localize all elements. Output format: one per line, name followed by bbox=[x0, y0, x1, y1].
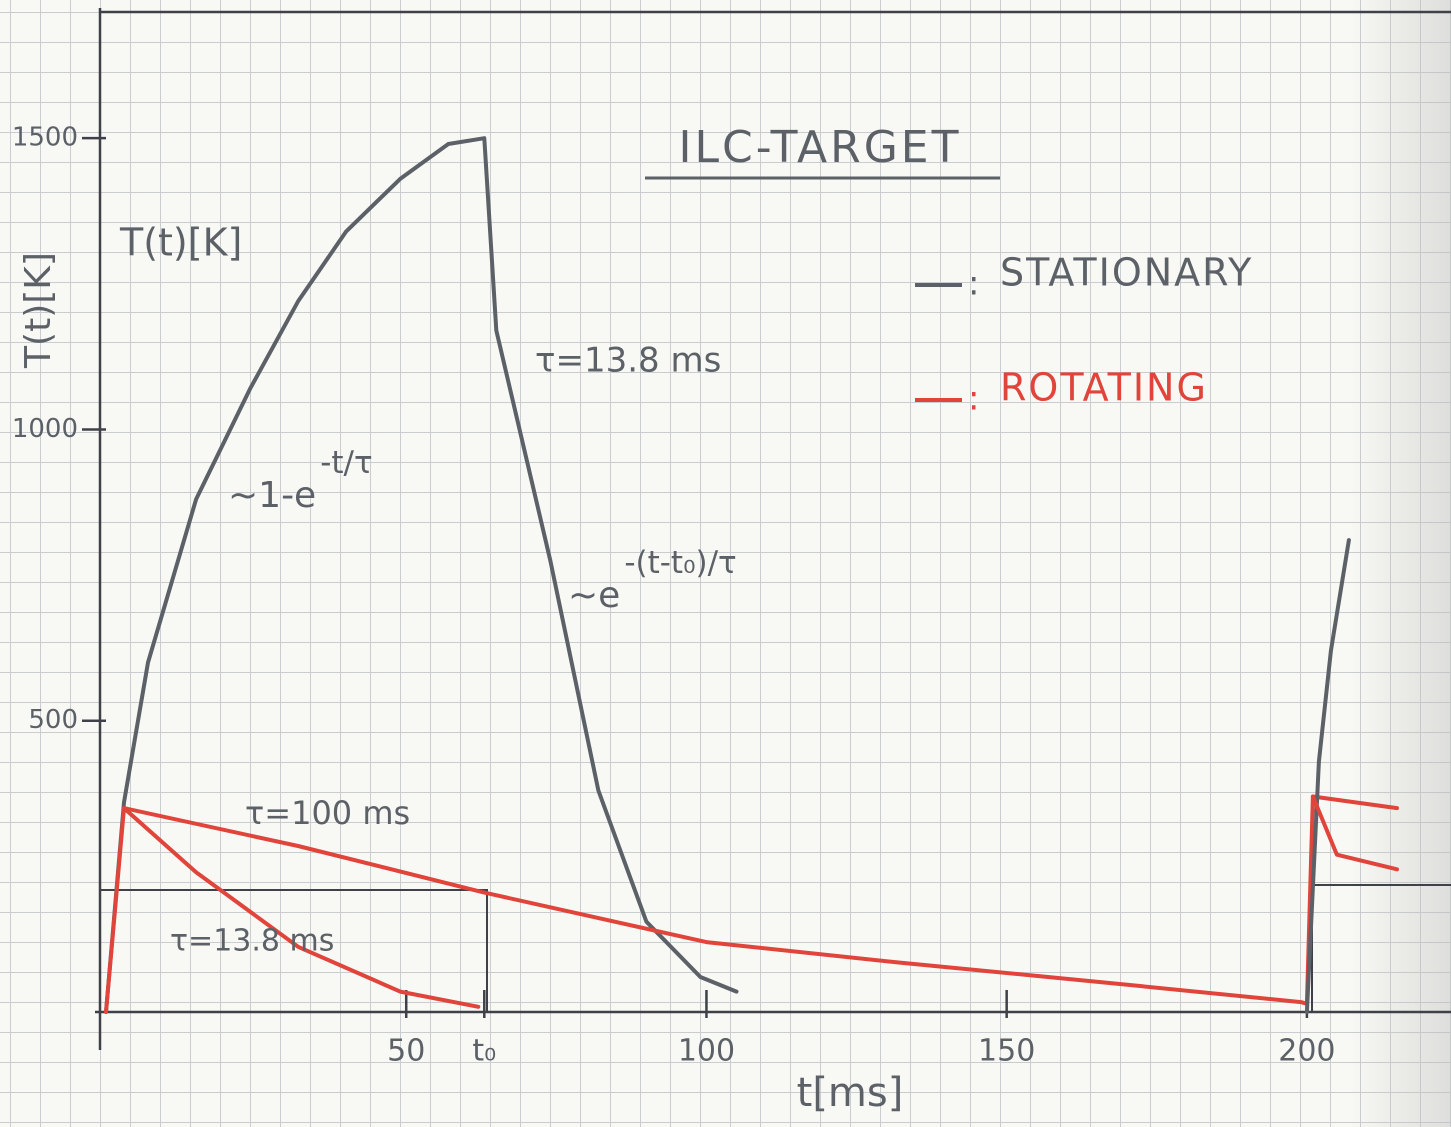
annotation: τ=13.8 ms bbox=[170, 924, 334, 959]
annotation-exponent: -t/τ bbox=[320, 445, 372, 481]
x-tick-label: 50 bbox=[387, 1034, 425, 1069]
x-tick-label: 150 bbox=[978, 1034, 1035, 1069]
y-tick-label: 500 bbox=[28, 705, 78, 735]
annotation: τ=100 ms bbox=[245, 794, 410, 832]
x-tick-label: 100 bbox=[678, 1034, 735, 1069]
x-tick-label: t₀ bbox=[472, 1034, 496, 1069]
legend-label: STATIONARY bbox=[1000, 251, 1253, 295]
y-axis-label: T(t)[K] bbox=[18, 252, 59, 369]
y-tick-label: 1000 bbox=[12, 414, 78, 444]
data-line bbox=[1307, 540, 1349, 1012]
pulse-box bbox=[1312, 885, 1451, 1012]
chart-title: ILC-TARGET bbox=[679, 122, 962, 173]
x-axis-label: t[ms] bbox=[797, 1070, 904, 1116]
annotation: ~1-e bbox=[228, 475, 316, 516]
legend-label: ROTATING bbox=[1000, 366, 1208, 410]
legend-separator: : bbox=[968, 379, 979, 419]
annotation-exponent: -(t-t₀)/τ bbox=[624, 545, 736, 581]
legend-separator: : bbox=[968, 264, 979, 304]
y-tick-label: 1500 bbox=[12, 123, 78, 153]
x-tick-label: 200 bbox=[1278, 1034, 1335, 1069]
annotation: T(t)[K] bbox=[119, 221, 242, 265]
annotation: τ=13.8 ms bbox=[535, 341, 721, 381]
annotation: ~e bbox=[568, 575, 620, 616]
chart: ILC-TARGET T(t)[K] t[ms] 500 1000 1500 50 t₀… bbox=[0, 0, 1451, 1127]
data-line bbox=[124, 808, 478, 1007]
